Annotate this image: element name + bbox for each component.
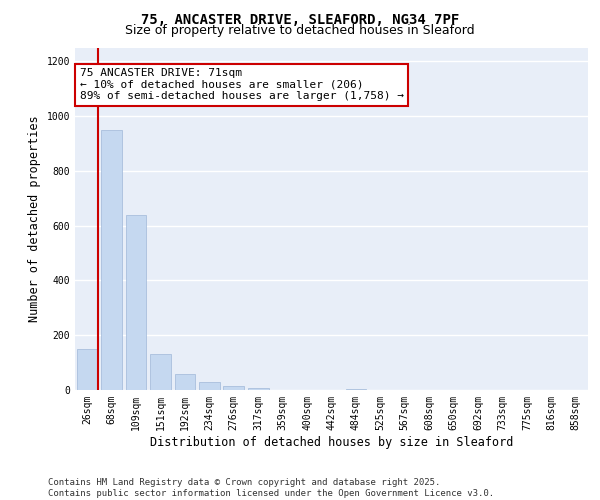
- Y-axis label: Number of detached properties: Number of detached properties: [28, 116, 41, 322]
- Bar: [346, 388, 367, 390]
- Bar: [223, 386, 244, 390]
- Bar: [175, 374, 196, 390]
- Text: 75, ANCASTER DRIVE, SLEAFORD, NG34 7PF: 75, ANCASTER DRIVE, SLEAFORD, NG34 7PF: [141, 12, 459, 26]
- Bar: [199, 382, 220, 390]
- Bar: [77, 349, 98, 390]
- Bar: [150, 354, 171, 390]
- Text: 75 ANCASTER DRIVE: 71sqm
← 10% of detached houses are smaller (206)
89% of semi-: 75 ANCASTER DRIVE: 71sqm ← 10% of detach…: [80, 68, 404, 101]
- Text: Contains HM Land Registry data © Crown copyright and database right 2025.
Contai: Contains HM Land Registry data © Crown c…: [48, 478, 494, 498]
- Bar: [125, 214, 146, 390]
- X-axis label: Distribution of detached houses by size in Sleaford: Distribution of detached houses by size …: [150, 436, 513, 448]
- Bar: [248, 388, 269, 390]
- Text: Size of property relative to detached houses in Sleaford: Size of property relative to detached ho…: [125, 24, 475, 37]
- Bar: [101, 130, 122, 390]
